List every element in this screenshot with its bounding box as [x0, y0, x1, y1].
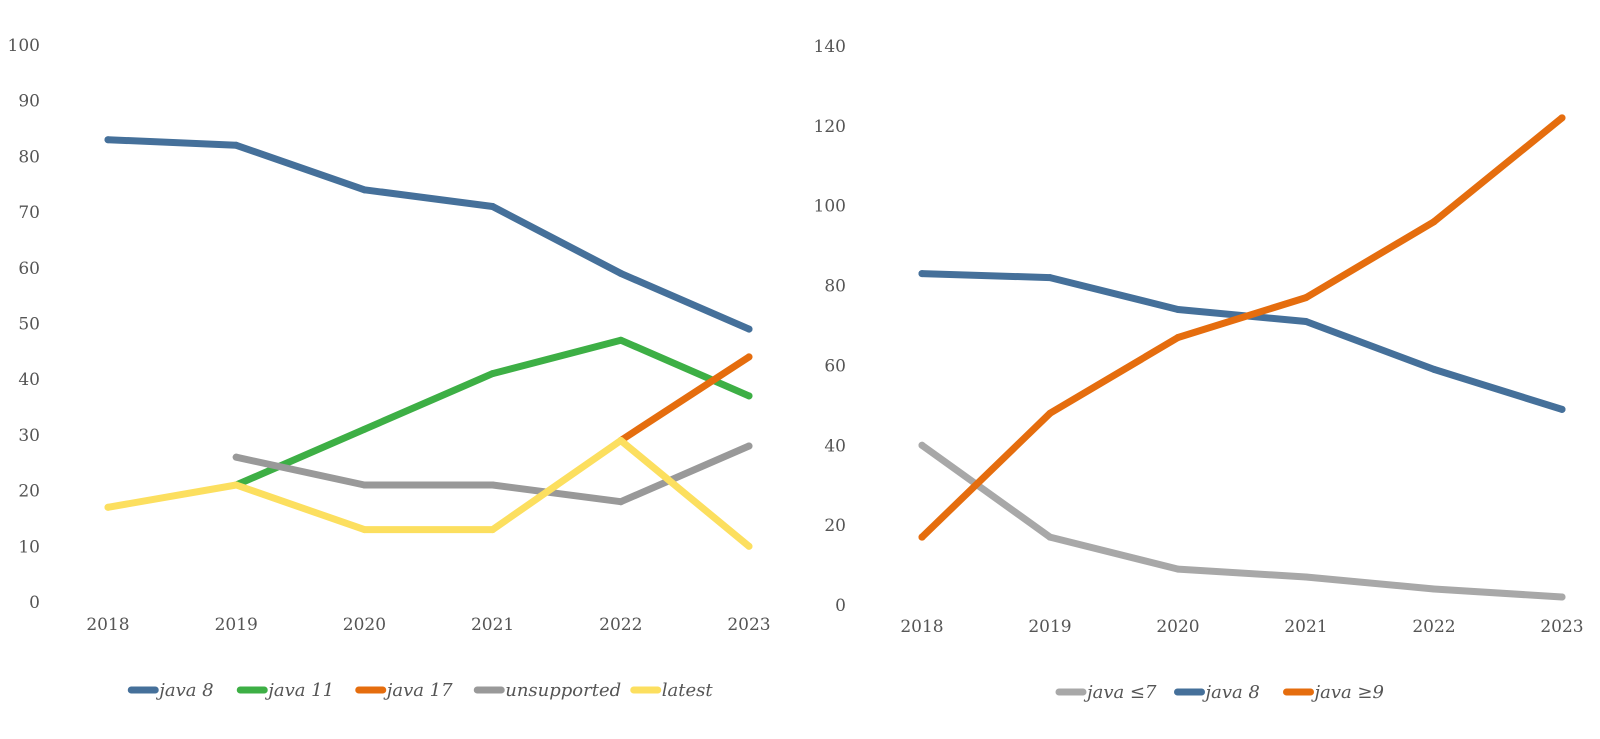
- y-tick-label: 30: [18, 426, 40, 446]
- legend-item: java 17: [355, 680, 453, 701]
- y-tick-label: 60: [18, 259, 40, 279]
- data-point: [360, 526, 368, 534]
- data-point: [1302, 573, 1310, 581]
- x-tick-label: 2022: [599, 615, 642, 635]
- y-tick-label: 120: [814, 117, 846, 137]
- data-point: [617, 269, 625, 277]
- x-tick-label: 2021: [1284, 617, 1327, 637]
- data-point: [918, 270, 926, 278]
- x-tick-label: 2019: [215, 615, 258, 635]
- legend-label: java 8: [155, 680, 213, 701]
- series-line-latest: [104, 437, 753, 550]
- legend-item: unsupported: [473, 680, 621, 701]
- data-point: [360, 425, 368, 433]
- data-point: [232, 453, 240, 461]
- series-line-java-8: [104, 136, 753, 333]
- series-line-java-8: [918, 270, 1566, 413]
- data-point: [1174, 333, 1182, 341]
- data-point: [1302, 294, 1310, 302]
- data-point: [1174, 565, 1182, 573]
- legend-label: java 17: [383, 680, 453, 701]
- data-point: [489, 526, 497, 534]
- data-point: [104, 503, 112, 511]
- data-point: [617, 436, 625, 444]
- data-point: [745, 542, 753, 550]
- legend-item: java ≤7: [1055, 682, 1157, 703]
- x-tick-label: 2020: [1156, 617, 1199, 637]
- data-point: [1046, 409, 1054, 417]
- data-point: [360, 186, 368, 194]
- legend-label: unsupported: [505, 680, 621, 701]
- x-tick-label: 2018: [900, 617, 943, 637]
- y-tick-label: 40: [824, 436, 846, 456]
- data-point: [745, 325, 753, 333]
- legend-item: java 8: [127, 680, 214, 701]
- y-tick-label: 100: [8, 36, 40, 56]
- y-tick-label: 90: [18, 92, 40, 112]
- x-tick-label: 2021: [471, 615, 514, 635]
- data-point: [104, 136, 112, 144]
- data-point: [918, 533, 926, 541]
- data-point: [1430, 365, 1438, 373]
- y-tick-label: 100: [814, 197, 846, 217]
- data-point: [617, 336, 625, 344]
- y-tick-label: 60: [824, 356, 846, 376]
- data-point: [1302, 318, 1310, 326]
- y-tick-label: 140: [814, 37, 846, 57]
- legend-item: java 8: [1174, 682, 1260, 703]
- y-tick-label: 10: [18, 537, 40, 557]
- x-tick-label: 2023: [1540, 617, 1583, 637]
- data-point: [489, 481, 497, 489]
- chart-2: 0 20 40 60 80 100 120 140 2018 2019 2020 2021 2022 20…: [814, 37, 1584, 703]
- data-point: [745, 442, 753, 450]
- legend-item: java ≥9: [1283, 682, 1384, 703]
- data-point: [232, 141, 240, 149]
- data-point: [1558, 593, 1566, 601]
- series-line-java-17: [617, 353, 753, 444]
- data-point: [1046, 533, 1054, 541]
- y-tick-label: 20: [18, 482, 40, 502]
- data-point: [745, 392, 753, 400]
- data-point: [1174, 306, 1182, 314]
- data-point: [745, 353, 753, 361]
- data-point: [1046, 274, 1054, 282]
- legend-item: latest: [630, 680, 714, 701]
- data-point: [360, 481, 368, 489]
- data-point: [918, 441, 926, 449]
- legend-label: latest: [662, 680, 714, 701]
- data-point: [232, 481, 240, 489]
- x-tick-label: 2019: [1028, 617, 1071, 637]
- y-tick-label: 20: [824, 516, 846, 536]
- y-tick-label: 80: [824, 277, 846, 297]
- legend-label: java 8: [1202, 682, 1260, 703]
- y-tick-label: 0: [835, 596, 846, 616]
- series-line-java-9: [918, 114, 1566, 541]
- data-point: [1558, 114, 1566, 122]
- legend-label: java ≥9: [1311, 682, 1384, 703]
- chart-1: 0 10 20 30 40 50 60 70 80 90 100 2018 2019 2020 2021 20…: [8, 36, 771, 701]
- y-tick-label: 70: [18, 203, 40, 223]
- y-tick-label: 80: [18, 147, 40, 167]
- series-line-java-7: [918, 441, 1566, 601]
- data-point: [489, 370, 497, 378]
- y-tick-label: 0: [29, 593, 40, 613]
- legend-item: java 11: [236, 680, 334, 701]
- x-tick-label: 2022: [1412, 617, 1455, 637]
- x-tick-label: 2018: [86, 615, 129, 635]
- data-point: [1558, 405, 1566, 413]
- legend-label: java 11: [264, 680, 334, 701]
- y-tick-label: 50: [18, 315, 40, 335]
- x-tick-label: 2020: [343, 615, 386, 635]
- y-tick-label: 40: [18, 370, 40, 390]
- data-point: [617, 498, 625, 506]
- series-line-java-11: [232, 336, 753, 489]
- data-point: [1430, 218, 1438, 226]
- data-point: [489, 203, 497, 211]
- legend-label: java ≤7: [1083, 682, 1157, 703]
- data-point: [1430, 585, 1438, 593]
- x-tick-label: 2023: [727, 615, 770, 635]
